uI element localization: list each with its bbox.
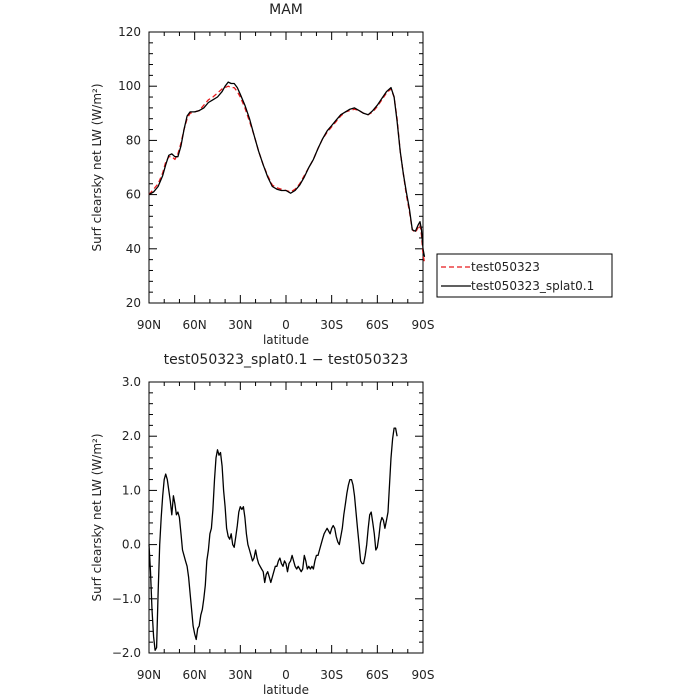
top-x-tick-label: 30S: [320, 318, 343, 332]
bottom-y-tick-label: −1.0: [112, 592, 141, 606]
top-y-tick-label: 60: [126, 188, 141, 202]
bottom-chart-title: test050323_splat0.1 − test050323: [164, 352, 409, 368]
top-x-tick-label: 0: [282, 318, 290, 332]
top-x-tick-label: 60N: [183, 318, 207, 332]
top-x-tick-label: 30N: [228, 318, 252, 332]
top-plot-frame: [148, 31, 424, 304]
legend-label-0: test050323: [471, 260, 540, 274]
bottom-y-tick-label: 2.0: [122, 429, 141, 443]
bottom-y-tick-label: −2.0: [112, 646, 141, 660]
bottom-x-tick-label: 60N: [183, 668, 207, 682]
bottom-y-axis-label: Surf clearsky net LW (W/m²): [90, 433, 104, 601]
top-chart-title: MAM: [269, 2, 303, 18]
top-y-tick-label: 40: [126, 242, 141, 256]
bottom-x-axis-label: latitude: [263, 683, 309, 697]
bottom-x-tick-label: 30N: [228, 668, 252, 682]
top-x-tick-label: 60S: [366, 318, 389, 332]
top-y-tick-label: 120: [118, 25, 141, 39]
bottom-x-tick-label: 90S: [412, 668, 435, 682]
top-y-tick-label: 80: [126, 133, 141, 147]
bottom-series-line-0: [148, 427, 398, 651]
top-series-line-1: [148, 81, 426, 258]
bottom-x-tick-label: 30S: [320, 668, 343, 682]
bottom-x-tick-label: 90N: [137, 668, 161, 682]
top-y-axis-label: Surf clearsky net LW (W/m²): [90, 83, 104, 251]
bottom-y-tick-label: 0.0: [122, 538, 141, 552]
legend-box: [436, 253, 613, 298]
top-x-tick-label: 90N: [137, 318, 161, 332]
bottom-y-tick-label: 3.0: [122, 375, 141, 389]
bottom-x-tick-label: 60S: [366, 668, 389, 682]
top-x-axis-label: latitude: [263, 333, 309, 347]
top-y-tick-label: 100: [118, 79, 141, 93]
top-x-tick-label: 90S: [412, 318, 435, 332]
legend-label-1: test050323_splat0.1: [471, 279, 594, 293]
top-y-tick-label: 20: [126, 296, 141, 310]
bottom-y-tick-label: 1.0: [122, 483, 141, 497]
bottom-x-tick-label: 0: [282, 668, 290, 682]
